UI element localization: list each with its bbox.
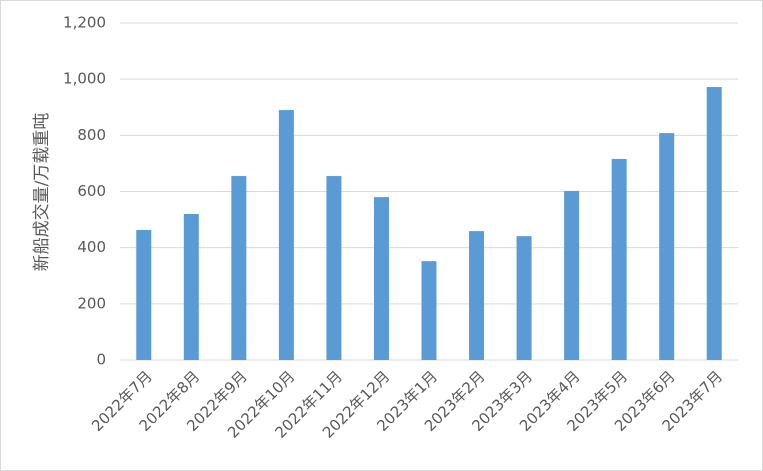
y-tick-label: 0 xyxy=(96,351,106,369)
bar xyxy=(231,176,247,360)
bar xyxy=(278,110,294,360)
y-axis-label: 新船成交量/万载重吨 xyxy=(32,113,52,272)
bar xyxy=(136,229,152,360)
bar xyxy=(516,236,532,360)
bar xyxy=(421,261,437,360)
bar xyxy=(373,197,389,360)
y-tick-label: 800 xyxy=(77,126,106,144)
bar xyxy=(611,158,627,360)
bar xyxy=(706,87,722,360)
bar xyxy=(564,190,580,360)
y-tick-label: 1,000 xyxy=(63,70,106,88)
bar xyxy=(659,133,675,360)
bar xyxy=(326,176,342,360)
y-tick-label: 1,200 xyxy=(63,14,106,32)
bar xyxy=(183,213,199,360)
bar xyxy=(469,231,485,360)
y-tick-label: 400 xyxy=(77,238,106,256)
y-tick-label: 600 xyxy=(77,182,106,200)
y-tick-label: 200 xyxy=(77,294,106,312)
